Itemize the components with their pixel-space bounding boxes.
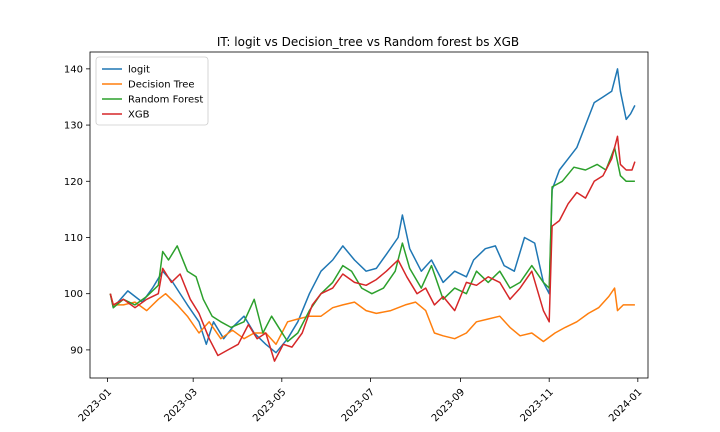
- y-tick-label: 140: [64, 64, 83, 75]
- series-line-0: [109, 68, 636, 354]
- legend-label: logit: [128, 65, 150, 76]
- legend: logit Decision Tree Random Forest XGB: [95, 56, 209, 126]
- series-layer: [109, 68, 636, 362]
- y-tick-label: 90: [70, 345, 83, 356]
- legend-label: Random Forest: [128, 95, 203, 106]
- chart-title: IT: logit vs Decision_tree vs Random for…: [217, 35, 519, 49]
- legend-label: Decision Tree: [128, 80, 195, 91]
- series-line-2: [109, 146, 635, 343]
- plot-frame: [89, 51, 649, 379]
- series-line-3: [109, 135, 636, 362]
- y-tick-label: 100: [64, 289, 83, 300]
- legend-box: [95, 56, 209, 126]
- y-tick-label: 120: [64, 177, 83, 188]
- series-line-1: [109, 287, 635, 346]
- y-tick-label: 110: [64, 233, 83, 244]
- y-axis: 90 100 110 120 130 140: [64, 64, 90, 356]
- legend-label: XGB: [128, 110, 150, 121]
- y-tick-label: 130: [64, 121, 83, 132]
